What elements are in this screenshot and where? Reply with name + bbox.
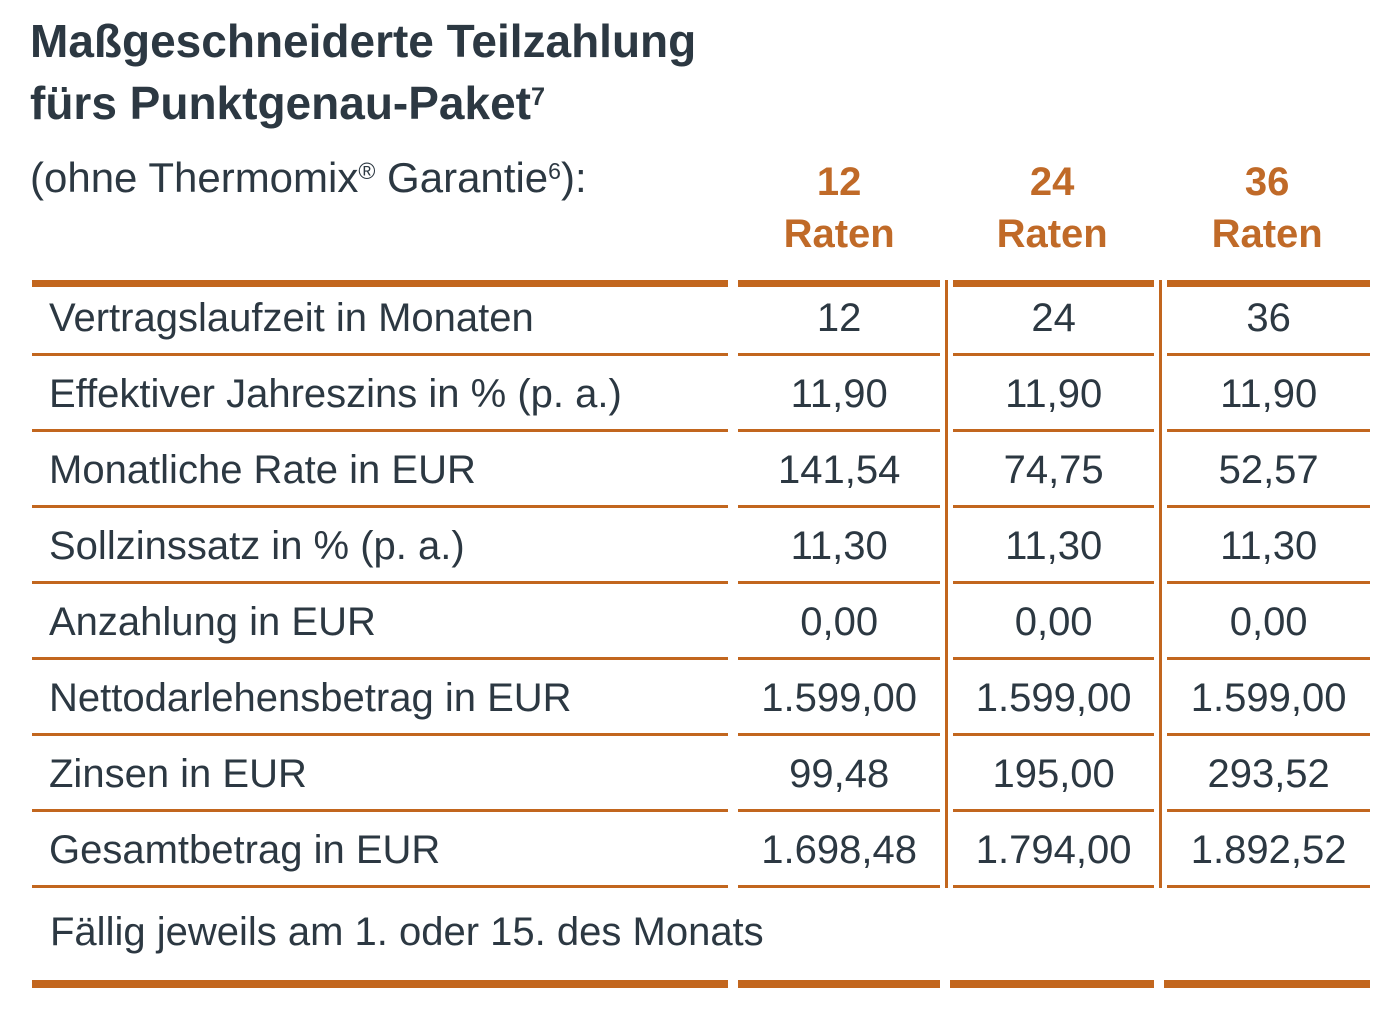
table-row-monatliche-rate: Monatliche Rate in EUR 141,54 74,75 52,5… [27,432,1375,508]
financing-table: Vertragslaufzeit in Monaten 12 24 36 Eff… [27,280,1375,888]
cell-value: 293,52 [1159,736,1375,812]
financing-table-page: Maßgeschneiderte Teilzahlung fürs Punktg… [0,10,1400,988]
divider-segment [1159,888,1375,988]
footnote-marker-7: 7 [531,83,546,112]
cell-value: 1.892,52 [1159,812,1375,888]
cell-value: 1.599,00 [944,660,1159,736]
column-header-36-raten: 36 Raten [1211,160,1323,256]
column-header-12-raten: 12 Raten [783,160,895,256]
cell-value: 11,90 [944,356,1159,432]
table-row-zinsen: Zinsen in EUR 99,48 195,00 293,52 [27,736,1375,812]
row-label: Vertragslaufzeit in Monaten [27,280,733,356]
cell-value: 24 [944,280,1159,356]
footer-note: Fällig jeweils am 1. oder 15. des Monats [50,910,764,954]
cell-value: 12 [733,280,945,356]
divider-segment [733,888,945,988]
cell-value: 11,30 [1159,508,1375,584]
page-title-line1: Maßgeschneiderte Teilzahlung [30,15,697,67]
cell-value: 1.599,00 [1159,660,1375,736]
cell-value: 11,90 [1159,356,1375,432]
page-title-line2: fürs Punktgenau-Paket7 [30,77,546,129]
footer-border [27,888,1375,988]
table-row-sollzinssatz: Sollzinssatz in % (p. a.) 11,30 11,30 11… [27,508,1375,584]
cell-value: 99,48 [733,736,945,812]
row-label: Nettodarlehensbetrag in EUR [27,660,733,736]
cell-value: 1.794,00 [944,812,1159,888]
cell-value: 0,00 [733,584,945,660]
cell-value: 0,00 [944,584,1159,660]
column-header-24-raten: 24 Raten [996,160,1108,256]
cell-value: 36 [1159,280,1375,356]
footnote-marker-6: 6 [548,158,561,185]
row-label: Anzahlung in EUR [27,584,733,660]
table-row-anzahlung: Anzahlung in EUR 0,00 0,00 0,00 [27,584,1375,660]
registered-trademark-symbol: ® [358,158,376,185]
table-row-gesamtbetrag: Gesamtbetrag in EUR 1.698,48 1.794,00 1.… [27,812,1375,888]
cell-value: 0,00 [1159,584,1375,660]
cell-value: 1.698,48 [733,812,945,888]
cell-value: 11,30 [733,508,945,584]
table-row-vertragslaufzeit: Vertragslaufzeit in Monaten 12 24 36 [27,280,1375,356]
table-row-nettodarlehensbetrag: Nettodarlehensbetrag in EUR 1.599,00 1.5… [27,660,1375,736]
row-label: Monatliche Rate in EUR [27,432,733,508]
table-header-row: (ohne Thermomix® Garantie6): 12 Raten 24… [27,152,1375,280]
row-label: Gesamtbetrag in EUR [27,812,733,888]
cell-value: 74,75 [944,432,1159,508]
row-label: Zinsen in EUR [27,736,733,812]
row-label: Effektiver Jahreszins in % (p. a.) [27,356,733,432]
table-subtitle: (ohne Thermomix® Garantie6): [30,154,587,201]
cell-value: 52,57 [1159,432,1375,508]
page-title: Maßgeschneiderte Teilzahlung fürs Punktg… [30,10,1400,142]
divider-segment [945,888,1159,988]
table-footer-row: Fällig jeweils am 1. oder 15. des Monats [27,888,1375,988]
cell-value: 11,90 [733,356,945,432]
cell-value: 11,30 [944,508,1159,584]
cell-value: 195,00 [944,736,1159,812]
divider-segment [27,888,733,988]
cell-value: 141,54 [733,432,945,508]
cell-value: 1.599,00 [733,660,945,736]
table-row-effektiver-jahreszins: Effektiver Jahreszins in % (p. a.) 11,90… [27,356,1375,432]
row-label: Sollzinssatz in % (p. a.) [27,508,733,584]
